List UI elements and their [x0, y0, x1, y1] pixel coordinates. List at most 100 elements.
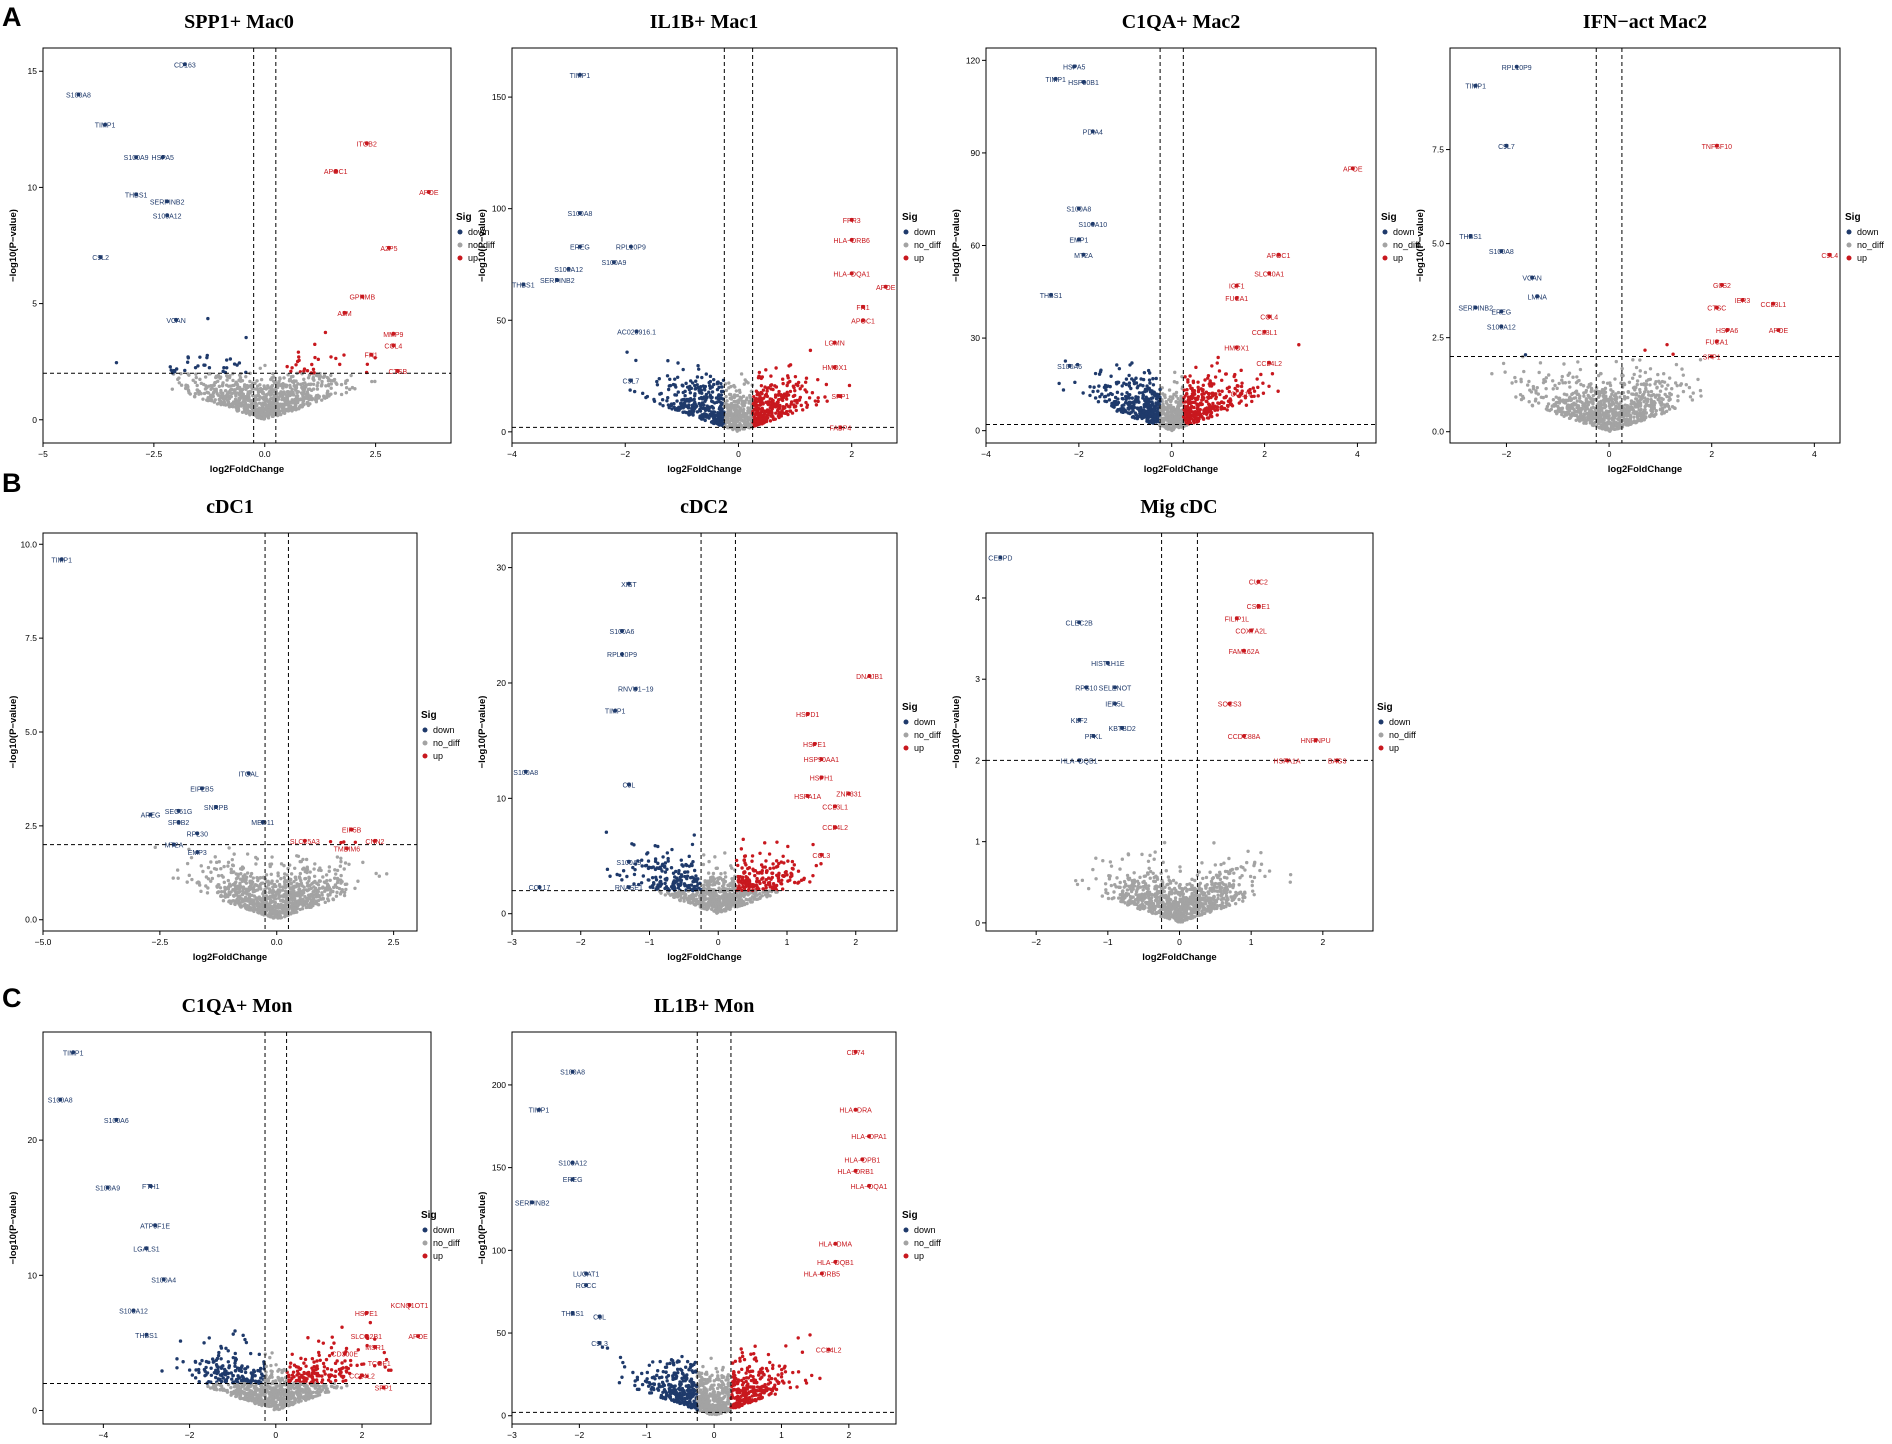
point-no_diff [1628, 422, 1633, 426]
point-up [754, 389, 759, 393]
point-no_diff [325, 879, 329, 883]
point-no_diff [300, 884, 304, 888]
point-down [1127, 384, 1132, 388]
gene-label: SF3B2 [168, 820, 190, 827]
point-up [1209, 384, 1214, 388]
point-no_diff [1536, 392, 1541, 396]
gene-point-down [246, 771, 251, 776]
point-no_diff [1527, 379, 1531, 384]
point-no_diff [291, 374, 295, 379]
panel-letter-c: C [2, 983, 22, 1013]
point-no_diff [1654, 412, 1658, 416]
point-up [1195, 396, 1199, 401]
point-up [1188, 374, 1192, 378]
point-up [290, 366, 294, 370]
point-no_diff [264, 396, 269, 401]
point-no_diff [1588, 396, 1592, 400]
point-down [235, 363, 239, 367]
point-no_diff [302, 387, 307, 392]
point-down [1142, 405, 1147, 409]
point-no_diff [747, 399, 752, 404]
point-no_diff [1664, 387, 1668, 391]
point-no_diff [185, 861, 190, 866]
point-no_diff [1635, 382, 1639, 387]
gene-point-down [182, 62, 187, 67]
point-no_diff [1655, 393, 1659, 397]
point-no_diff [1575, 399, 1580, 403]
point-down [1103, 383, 1108, 388]
point-up [305, 368, 310, 373]
point-no_diff [272, 912, 276, 916]
point-no_diff [1167, 388, 1172, 392]
point-no_diff [1643, 407, 1647, 412]
point-down [681, 390, 685, 395]
point-down [1150, 411, 1154, 416]
point-no_diff [302, 377, 306, 382]
point-down [679, 402, 683, 406]
point-up [769, 405, 774, 409]
gene-point-down [628, 378, 633, 383]
point-up [297, 355, 301, 359]
point-down [1149, 400, 1154, 404]
gene-label: EMP1 [1069, 237, 1088, 244]
point-no_diff [231, 404, 235, 409]
point-no_diff [1544, 407, 1549, 411]
point-no_diff [1589, 382, 1593, 386]
point-no_diff [1590, 415, 1595, 419]
point-no_diff [1607, 409, 1612, 414]
point-no_diff [301, 891, 306, 895]
point-no_diff [738, 390, 742, 395]
point-no_diff [1630, 405, 1634, 410]
point-no_diff [1583, 408, 1587, 413]
point-up [313, 355, 317, 360]
point-no_diff [231, 887, 235, 892]
point-no_diff [310, 396, 315, 401]
point-no_diff [321, 896, 325, 901]
point-no_diff [223, 885, 227, 890]
point-down [703, 418, 707, 423]
point-no_diff [195, 383, 199, 388]
point-no_diff [201, 869, 205, 874]
point-no_diff [1658, 389, 1663, 393]
point-up [313, 342, 317, 347]
point-no_diff [261, 412, 266, 417]
point-no_diff [281, 386, 285, 390]
gene-label: S100A8 [1066, 206, 1091, 213]
gene-label: RPL10P9 [1502, 65, 1532, 72]
point-up [1186, 380, 1190, 384]
x-tick-label: −5 [38, 449, 48, 459]
point-no_diff [1605, 416, 1610, 420]
point-down [669, 402, 674, 406]
point-no_diff [327, 869, 331, 873]
point-no_diff [1176, 415, 1180, 419]
point-no_diff [1596, 373, 1601, 378]
point-up [285, 364, 289, 369]
point-no_diff [298, 871, 303, 876]
point-down [1106, 393, 1111, 397]
point-down [1097, 384, 1101, 388]
point-no_diff [217, 384, 222, 389]
point-no_diff [324, 873, 329, 877]
point-up [803, 380, 808, 384]
point-no_diff [1609, 388, 1613, 392]
point-no_diff [221, 391, 225, 395]
point-up [329, 355, 333, 359]
point-no_diff [1632, 415, 1636, 419]
gene-point-down [165, 213, 170, 218]
point-down [675, 375, 680, 379]
point-no_diff [1620, 385, 1625, 389]
point-down [675, 399, 679, 403]
gene-label: SERPINB2 [150, 199, 185, 206]
point-up [1235, 383, 1240, 388]
point-no_diff [1596, 406, 1601, 411]
point-up [816, 399, 820, 404]
point-no_diff [1635, 379, 1640, 383]
point-no_diff [344, 887, 348, 892]
legend-item-down: down [1393, 227, 1415, 237]
point-no_diff [1696, 377, 1700, 382]
point-up [1213, 408, 1217, 412]
point-up [776, 407, 781, 411]
y-tick-label: 0.0 [25, 915, 37, 925]
point-no_diff [370, 379, 374, 384]
point-no_diff [1613, 377, 1617, 381]
